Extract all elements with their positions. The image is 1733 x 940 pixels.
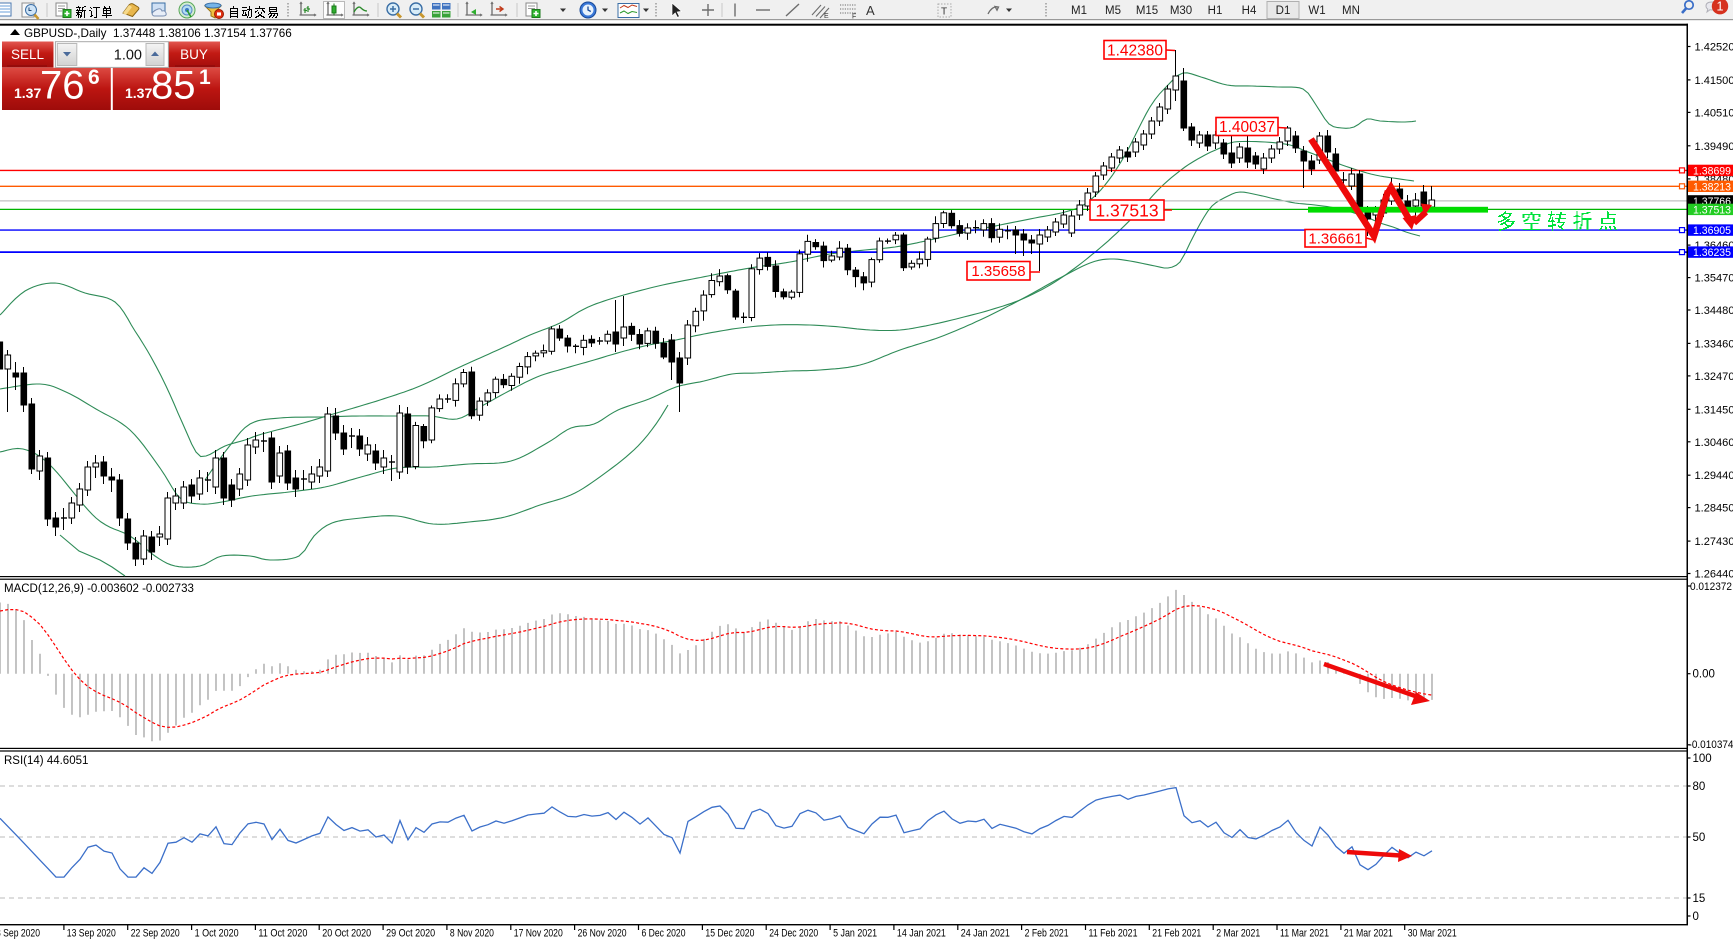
svg-text:11 Feb 2021: 11 Feb 2021 xyxy=(1089,928,1138,940)
svg-text:1.35470: 1.35470 xyxy=(1695,273,1733,285)
svg-text:11 Oct 2020: 11 Oct 2020 xyxy=(258,928,307,940)
svg-text:22 Sep 2020: 22 Sep 2020 xyxy=(131,928,180,940)
svg-text:85: 85 xyxy=(151,64,196,108)
svg-text:F: F xyxy=(852,14,856,21)
svg-text:M5: M5 xyxy=(1105,5,1121,17)
svg-text:M1: M1 xyxy=(1071,5,1087,17)
svg-text:W1: W1 xyxy=(1308,5,1325,17)
svg-text:1.38213: 1.38213 xyxy=(1693,181,1731,193)
svg-text:1.37: 1.37 xyxy=(14,85,41,101)
svg-text:29 Oct 2020: 29 Oct 2020 xyxy=(386,928,435,940)
svg-text:1.32470: 1.32470 xyxy=(1695,371,1733,383)
svg-text:D1: D1 xyxy=(1276,5,1291,17)
svg-text:GBPUSD-,Daily 1.37448 1.38106: GBPUSD-,Daily 1.37448 1.38106 1.37154 1.… xyxy=(24,27,292,40)
svg-text:20 Oct 2020: 20 Oct 2020 xyxy=(322,928,371,940)
svg-text:1.39490: 1.39490 xyxy=(1695,141,1733,153)
svg-text:1.26440: 1.26440 xyxy=(1695,569,1733,581)
svg-text:2 Feb 2021: 2 Feb 2021 xyxy=(1025,928,1069,940)
svg-text:1.28450: 1.28450 xyxy=(1695,503,1733,515)
svg-text:24 Dec 2020: 24 Dec 2020 xyxy=(769,928,818,940)
svg-text:1: 1 xyxy=(1717,0,1724,14)
svg-text:3 Sep 2020: 3 Sep 2020 xyxy=(0,928,40,940)
svg-text:17 Nov 2020: 17 Nov 2020 xyxy=(514,928,563,940)
svg-text:M15: M15 xyxy=(1136,5,1158,17)
svg-text:1.34480: 1.34480 xyxy=(1695,305,1733,317)
svg-text:14 Jan 2021: 14 Jan 2021 xyxy=(897,928,946,940)
svg-text:6 Dec 2020: 6 Dec 2020 xyxy=(642,928,686,940)
svg-text:SELL: SELL xyxy=(11,47,45,62)
svg-text:1 Oct 2020: 1 Oct 2020 xyxy=(195,928,239,940)
svg-text:8 Nov 2020: 8 Nov 2020 xyxy=(450,928,494,940)
svg-text:0.012372: 0.012372 xyxy=(1690,581,1732,593)
svg-text:15 Dec 2020: 15 Dec 2020 xyxy=(705,928,754,940)
svg-text:80: 80 xyxy=(1693,781,1706,793)
svg-text:M30: M30 xyxy=(1170,5,1192,17)
svg-text:0.00: 0.00 xyxy=(1693,669,1715,681)
svg-text:1.37513: 1.37513 xyxy=(1095,200,1158,220)
svg-text:0: 0 xyxy=(1693,911,1699,923)
svg-text:1.38699: 1.38699 xyxy=(1693,165,1731,177)
svg-text:1.42520: 1.42520 xyxy=(1695,42,1733,54)
svg-text:H1: H1 xyxy=(1208,5,1223,17)
svg-text:1.29440: 1.29440 xyxy=(1695,470,1733,482)
svg-text:1.36905: 1.36905 xyxy=(1693,225,1731,237)
svg-text:11 Mar 2021: 11 Mar 2021 xyxy=(1280,928,1329,940)
svg-text:1.33460: 1.33460 xyxy=(1695,338,1733,350)
svg-text:100: 100 xyxy=(1693,753,1712,765)
svg-text:MACD(12,26,9) -0.003602 -0.002: MACD(12,26,9) -0.003602 -0.002733 xyxy=(4,583,194,595)
svg-text:5 Jan 2021: 5 Jan 2021 xyxy=(833,928,877,940)
svg-text:T: T xyxy=(941,7,947,18)
svg-text:6: 6 xyxy=(88,66,100,89)
svg-text:21 Mar 2021: 21 Mar 2021 xyxy=(1344,928,1393,940)
svg-text:1.35658: 1.35658 xyxy=(971,263,1025,280)
svg-text:24 Jan 2021: 24 Jan 2021 xyxy=(961,928,1010,940)
svg-text:1.31450: 1.31450 xyxy=(1695,404,1733,416)
svg-text:1.40510: 1.40510 xyxy=(1695,107,1733,119)
svg-text:-0.010374: -0.010374 xyxy=(1689,739,1733,751)
svg-text:21 Feb 2021: 21 Feb 2021 xyxy=(1152,928,1201,940)
svg-text:1.40037: 1.40037 xyxy=(1219,119,1275,136)
svg-text:2 Mar 2021: 2 Mar 2021 xyxy=(1216,928,1260,940)
svg-text:BUY: BUY xyxy=(180,47,208,62)
svg-text:1.41500: 1.41500 xyxy=(1695,75,1733,87)
svg-text:MN: MN xyxy=(1342,5,1360,17)
svg-text:A: A xyxy=(866,3,875,18)
svg-text:1.27430: 1.27430 xyxy=(1695,536,1733,548)
svg-text:1.37: 1.37 xyxy=(125,85,152,101)
svg-text:1: 1 xyxy=(199,66,211,89)
svg-text:E: E xyxy=(824,13,829,20)
svg-text:RSI(14) 44.6051: RSI(14) 44.6051 xyxy=(4,755,88,767)
svg-text:30 Mar 2021: 30 Mar 2021 xyxy=(1408,928,1457,940)
svg-text:1.36235: 1.36235 xyxy=(1693,247,1731,259)
svg-text:1.36661: 1.36661 xyxy=(1308,231,1362,248)
svg-text:50: 50 xyxy=(1693,832,1706,844)
svg-text:1.37513: 1.37513 xyxy=(1693,204,1731,216)
svg-text:76: 76 xyxy=(40,64,85,108)
svg-text:1.30460: 1.30460 xyxy=(1695,437,1733,449)
svg-text:1.42380: 1.42380 xyxy=(1107,42,1163,59)
svg-text:15: 15 xyxy=(1693,893,1706,905)
svg-text:13 Sep 2020: 13 Sep 2020 xyxy=(67,928,116,940)
svg-text:H4: H4 xyxy=(1242,5,1257,17)
svg-text:26 Nov 2020: 26 Nov 2020 xyxy=(578,928,627,940)
svg-text:1.00: 1.00 xyxy=(114,48,142,64)
